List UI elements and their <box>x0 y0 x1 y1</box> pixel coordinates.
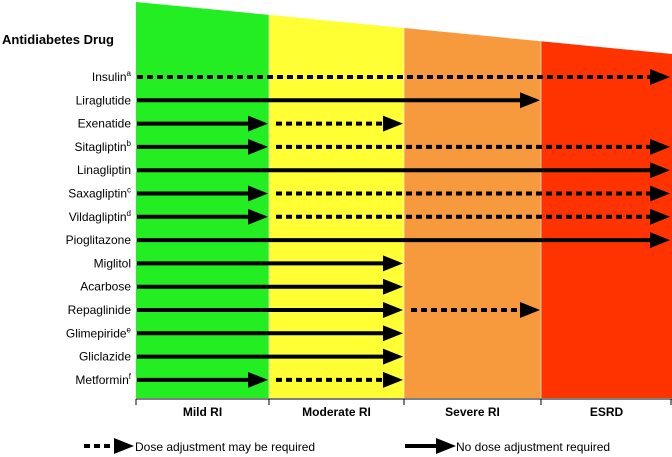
drug-label: Liraglutide <box>76 93 132 107</box>
drug-row: Miglitol <box>94 255 403 272</box>
drug-row: Acarbose <box>80 278 403 295</box>
drug-row: Repaglinide <box>68 302 540 318</box>
drug-row: Gliclazide <box>79 348 403 365</box>
drug-row: Sitagliptinb <box>75 138 670 155</box>
drug-label: Metforminf <box>75 372 131 387</box>
stage-axis: Mild RI Moderate RI Severe RI ESRD <box>135 398 672 419</box>
drug-label: Saxagliptinc <box>68 186 131 201</box>
drug-label: Exenatide <box>78 117 132 131</box>
drug-label: Sitagliptinb <box>75 139 132 154</box>
drug-row: Saxagliptinc <box>68 185 670 202</box>
stage-label: ESRD <box>590 405 624 419</box>
stage-band-mild-ri <box>136 2 269 398</box>
drug-name: Liraglutide <box>76 93 132 107</box>
drug-label: Insulina <box>92 69 132 84</box>
drug-row: Linagliptin <box>77 162 670 179</box>
drug-name: Sitagliptin <box>75 140 127 154</box>
drug-rows: Insulina Liraglutide Exenatide Sitagliptinb… <box>66 69 670 388</box>
stage-label: Severe RI <box>445 405 500 419</box>
stage-band-moderate-ri <box>269 14 404 398</box>
stage-band-severe-ri <box>404 28 541 398</box>
drug-row: Pioglitazone <box>66 232 670 249</box>
drug-name: Insulin <box>92 70 127 84</box>
drug-name: Linagliptin <box>77 163 131 177</box>
legend: Dose adjustment may be required No dose … <box>84 438 610 454</box>
drug-name: Metformin <box>75 373 128 387</box>
drug-name: Acarbose <box>80 280 131 294</box>
drug-name: Gliclazide <box>79 350 131 364</box>
drug-name: Pioglitazone <box>66 233 132 247</box>
drug-label: Repaglinide <box>68 303 132 317</box>
legend-dotted-label: Dose adjustment may be required <box>135 440 315 454</box>
drug-row: Exenatide <box>78 115 403 132</box>
stage-label: Mild RI <box>183 405 222 419</box>
drug-name: Repaglinide <box>68 303 132 317</box>
drug-label: Miglitol <box>94 256 131 270</box>
drug-label: Glimepiridee <box>66 325 132 340</box>
drug-label: Pioglitazone <box>66 233 132 247</box>
drug-name: Saxagliptin <box>68 187 127 201</box>
drug-column-header: Antidiabetes Drug <box>2 32 114 47</box>
drug-name: Glimepiride <box>66 326 127 340</box>
drug-footnote-marker: b <box>127 139 132 148</box>
drug-footnote-marker: f <box>129 372 132 381</box>
drug-footnote-marker: e <box>127 325 132 334</box>
drug-label: Gliclazide <box>79 350 131 364</box>
drug-label: Acarbose <box>80 280 131 294</box>
drug-row: Liraglutide <box>76 92 540 109</box>
drug-label: Linagliptin <box>77 163 131 177</box>
stage-label: Moderate RI <box>302 405 371 419</box>
legend-solid-label: No dose adjustment required <box>456 440 610 454</box>
drug-footnote-marker: c <box>127 186 131 195</box>
drug-row: Glimepiridee <box>66 325 403 342</box>
stage-bands <box>136 2 672 398</box>
drug-row: Vildagliptind <box>69 208 670 225</box>
drug-name: Exenatide <box>78 117 132 131</box>
drug-name: Miglitol <box>94 256 131 270</box>
stage-band-esrd <box>541 41 672 398</box>
drug-label: Vildagliptind <box>69 209 131 224</box>
drug-name: Vildagliptin <box>69 210 127 224</box>
drug-row: Metforminf <box>75 371 403 388</box>
drug-footnote-marker: d <box>127 209 131 218</box>
drug-row: Insulina <box>92 69 670 85</box>
drug-footnote-marker: a <box>127 69 132 78</box>
